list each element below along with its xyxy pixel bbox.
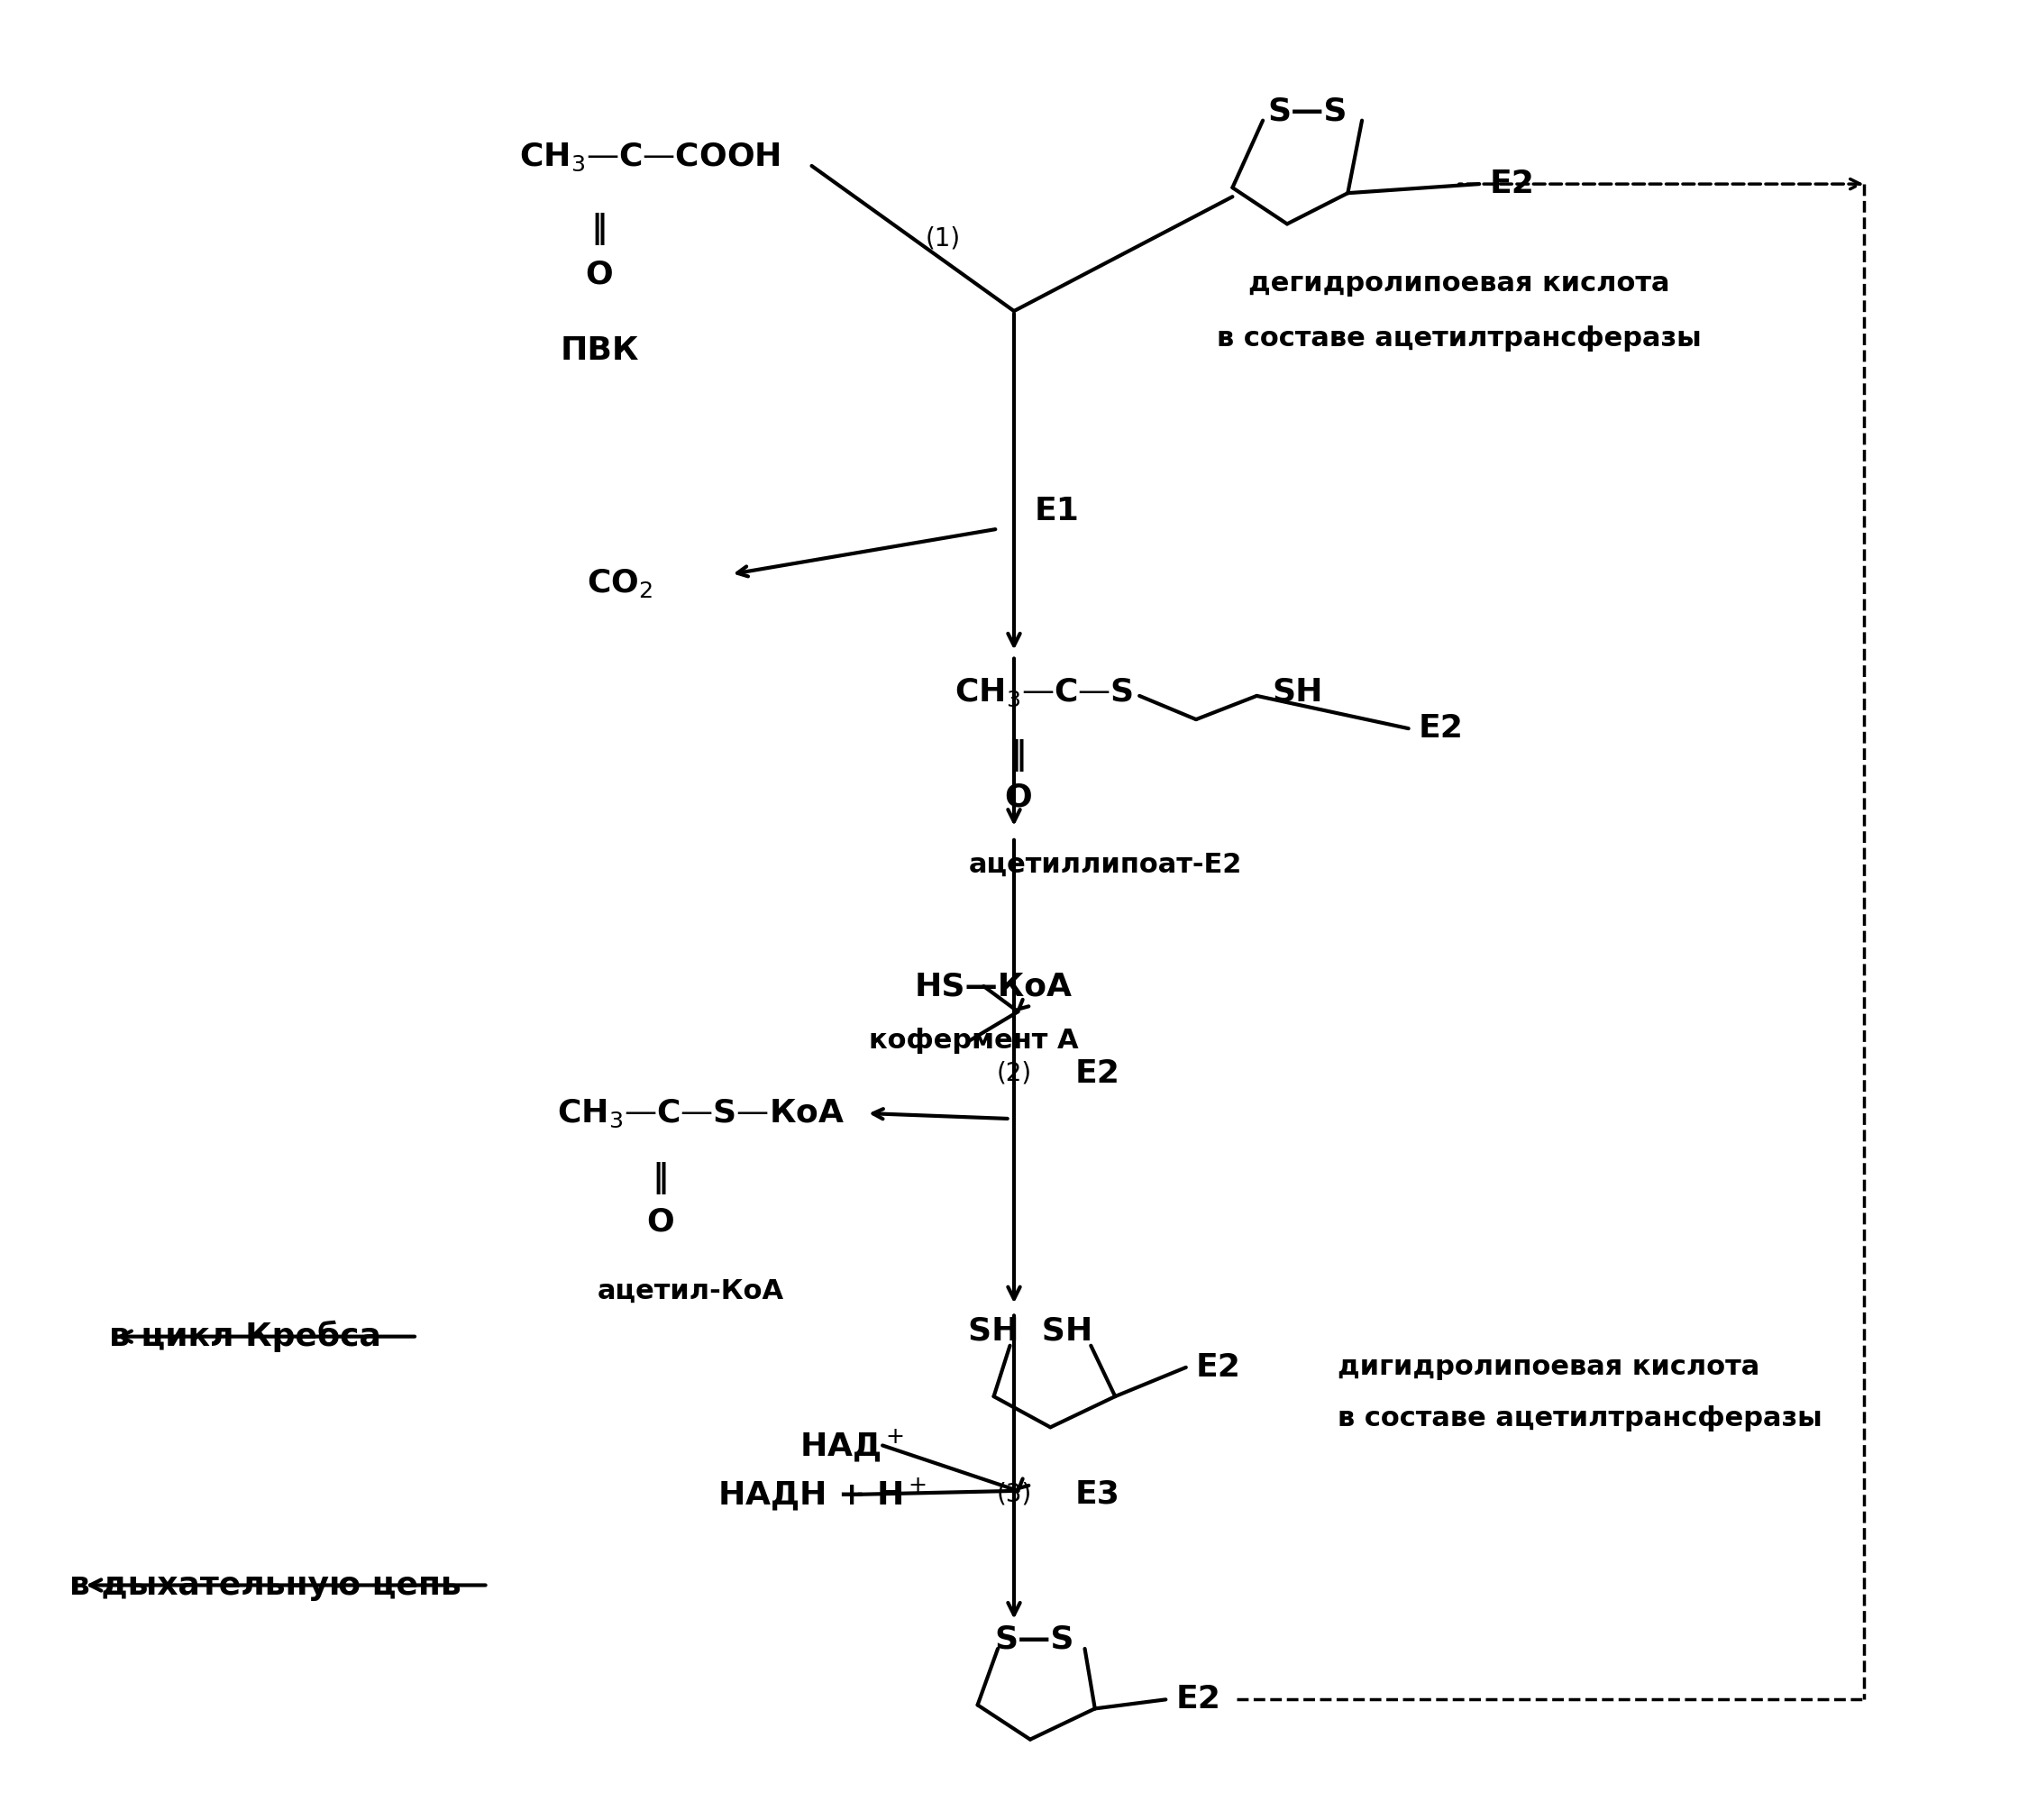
Text: в цикл Кребса: в цикл Кребса [110,1321,381,1352]
Text: дигидролипоевая кислота: дигидролипоевая кислота [1338,1354,1760,1380]
Text: НАДН + Н$^+$: НАДН + Н$^+$ [718,1476,927,1512]
Text: дегидролипоевая кислота: дегидролипоевая кислота [1249,271,1669,297]
Text: CH$_3$—C—S—КоА: CH$_3$—C—S—КоА [556,1097,844,1128]
Text: S—S: S—S [994,1623,1075,1654]
Text: O: O [1004,783,1032,814]
Text: ацетил-КоА: ацетил-КоА [596,1278,783,1305]
Text: CO$_2$: CO$_2$ [586,568,653,599]
Text: E2: E2 [1075,1057,1119,1088]
Text: ‖: ‖ [590,213,608,246]
Text: E3: E3 [1075,1480,1119,1511]
Text: E2: E2 [1420,713,1464,744]
Text: в дыхательную цепь: в дыхательную цепь [69,1571,462,1600]
Text: S—S: S—S [1268,96,1347,127]
Text: в составе ацетилтрансферазы: в составе ацетилтрансферазы [1338,1405,1823,1431]
Text: SH: SH [1272,677,1322,708]
Text: E1: E1 [1034,495,1079,526]
Text: E2: E2 [1176,1684,1221,1714]
Text: в составе ацетилтрансферазы: в составе ацетилтрансферазы [1217,326,1701,351]
Text: CH$_3$—C—COOH: CH$_3$—C—COOH [519,140,781,173]
Text: E2: E2 [1197,1352,1241,1383]
Text: ацетиллипоат-E2: ацетиллипоат-E2 [967,852,1241,877]
Text: ‖: ‖ [651,1163,667,1196]
Text: SH  SH: SH SH [967,1316,1093,1347]
Text: (3): (3) [996,1481,1032,1507]
Text: кофермент А: кофермент А [868,1028,1079,1054]
Text: CH$_3$—C—S: CH$_3$—C—S [955,677,1134,708]
Text: (1): (1) [925,226,961,251]
Text: ‖: ‖ [1010,739,1026,772]
Text: НАД$^+$: НАД$^+$ [799,1427,904,1463]
Text: E2: E2 [1489,169,1535,200]
Text: ПВК: ПВК [560,335,639,366]
Text: HS—КоА: HS—КоА [915,970,1073,1001]
Text: O: O [586,260,612,289]
Text: (2): (2) [996,1061,1032,1087]
Text: O: O [647,1207,673,1238]
